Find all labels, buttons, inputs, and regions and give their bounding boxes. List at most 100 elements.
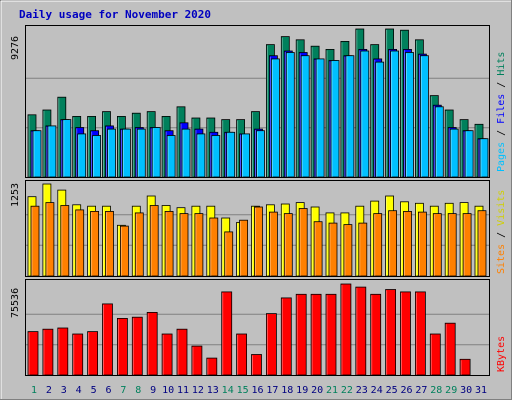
pages-bar	[196, 133, 206, 178]
sites-bar	[224, 231, 234, 277]
x-tick-label: 21	[326, 385, 338, 396]
kbytes-bar	[72, 333, 84, 376]
legend-pages: Pages	[496, 142, 507, 172]
legend-kbytes: KBytes	[496, 336, 507, 372]
x-tick-label: 2	[46, 385, 52, 396]
pages-bar	[166, 135, 176, 178]
kbytes-bar	[355, 286, 367, 376]
x-tick-label: 27	[415, 385, 427, 396]
pages-bar	[464, 130, 474, 178]
kbytes-bar	[221, 291, 233, 376]
kbytes-bar	[340, 283, 352, 376]
pages-bar	[360, 50, 370, 178]
pages-bar	[315, 58, 325, 178]
kbytes-right-label: KBytes	[496, 336, 507, 372]
sites-bar	[120, 225, 129, 277]
kbytes-bar	[117, 317, 128, 376]
kbytes-ymax-label: 75536	[10, 288, 21, 318]
pages-bar	[419, 55, 429, 178]
sites-bar	[298, 208, 308, 277]
x-tick-label: 31	[475, 385, 487, 396]
kbytes-bar	[370, 293, 382, 376]
x-tick-label: 14	[222, 385, 234, 396]
sites-bar	[30, 205, 40, 277]
pages-bar	[405, 52, 414, 178]
pages-bar	[181, 128, 191, 178]
sites-bar	[328, 222, 338, 277]
sites-bar	[209, 217, 219, 277]
pages-bar	[122, 128, 131, 178]
x-tick-label: 1	[31, 385, 37, 396]
pages-bar	[270, 58, 280, 178]
x-tick-label: 18	[281, 385, 293, 396]
kbytes-bar	[265, 313, 277, 376]
kbytes-bar	[459, 358, 471, 376]
x-tick-label: 11	[177, 385, 189, 396]
sites-bar	[343, 224, 353, 277]
x-tick-label: 25	[386, 385, 398, 396]
kbytes-bar	[280, 297, 292, 376]
pages-bar	[136, 128, 146, 178]
kbytes-bar	[325, 293, 337, 376]
kbytes-bar	[176, 328, 188, 376]
x-tick-label: 12	[192, 385, 204, 396]
kbytes-bar	[385, 289, 397, 376]
kbytes-bar	[429, 333, 441, 376]
kbytes-bar	[414, 291, 426, 376]
pages-bar	[256, 130, 265, 178]
kbytes-bar	[87, 331, 98, 376]
sites-bar	[462, 213, 472, 277]
x-tick-label: 30	[460, 385, 472, 396]
sites-bar	[75, 209, 85, 277]
sites-bar	[179, 213, 189, 277]
pages-bar	[345, 55, 355, 178]
kbytes-bar	[102, 303, 113, 376]
x-axis-labels: 1 2 3 4 5 6 7 8 9 10 11 12 13 14 15 16 17 18 19 20 21 22 23 24 2…	[31, 385, 487, 396]
sites-bar	[388, 210, 398, 277]
visits-ymax-label: 1253	[10, 183, 21, 207]
kbytes-bar	[146, 311, 158, 376]
x-tick-label: 3	[61, 385, 67, 396]
x-tick-label: 28	[430, 385, 442, 396]
x-tick-label: 29	[445, 385, 457, 396]
x-tick-label: 24	[371, 385, 383, 396]
x-tick-label: 13	[207, 385, 219, 396]
sites-bar	[134, 212, 144, 277]
sites-bar	[90, 210, 99, 277]
kbytes-bar	[42, 328, 54, 376]
pages-bar	[434, 106, 444, 178]
kbytes-bar	[236, 333, 248, 376]
pages-bar	[211, 135, 221, 178]
pages-bar	[330, 60, 340, 178]
sites-bar	[373, 213, 383, 277]
bars	[27, 28, 489, 376]
kbytes-bar	[161, 333, 173, 376]
x-tick-label: 26	[400, 385, 412, 396]
sites-bar	[477, 210, 487, 277]
pages-bar	[375, 61, 385, 178]
x-tick-label: 4	[76, 385, 82, 396]
sites-bar	[164, 210, 174, 277]
pages-bar	[300, 55, 310, 178]
sites-bar	[403, 210, 412, 277]
pages-bar	[62, 119, 72, 178]
pages-bar	[285, 52, 295, 178]
kbytes-bar	[57, 327, 69, 376]
kbytes-bar	[310, 293, 322, 376]
pages-bar	[479, 138, 489, 178]
visits-right-label: Sites / Visits	[496, 190, 507, 274]
pages-bar	[241, 133, 251, 178]
sites-bar	[358, 222, 368, 277]
kbytes-bar	[27, 331, 39, 376]
kbytes-bar	[444, 322, 456, 376]
x-tick-label: 19	[296, 385, 308, 396]
legend-visits: Visits	[496, 190, 507, 226]
x-tick-label: 8	[135, 385, 141, 396]
x-tick-label: 17	[266, 385, 278, 396]
sites-bar	[105, 210, 114, 277]
pages-bar	[226, 131, 236, 178]
sites-bar	[447, 213, 457, 277]
sites-bar	[194, 213, 204, 277]
kbytes-bar	[295, 293, 307, 376]
